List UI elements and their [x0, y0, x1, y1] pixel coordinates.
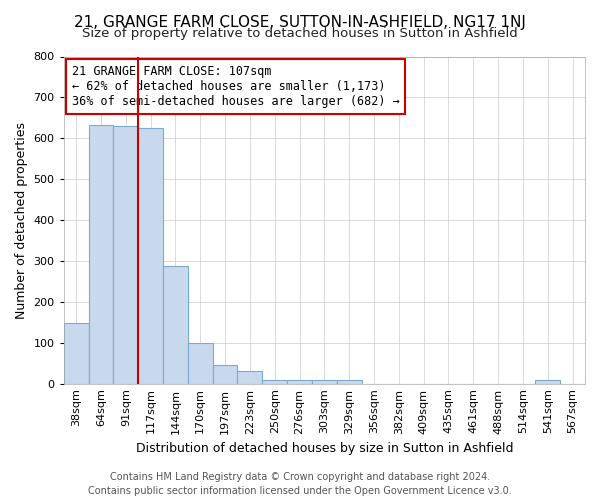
Text: Size of property relative to detached houses in Sutton in Ashfield: Size of property relative to detached ho…	[82, 28, 518, 40]
Bar	[312, 380, 337, 384]
Bar	[238, 372, 262, 384]
Bar	[212, 366, 238, 384]
Bar	[535, 380, 560, 384]
Y-axis label: Number of detached properties: Number of detached properties	[15, 122, 28, 318]
Bar	[113, 126, 138, 384]
Bar	[89, 125, 113, 384]
Bar	[138, 128, 163, 384]
Bar	[262, 380, 287, 384]
Text: 21, GRANGE FARM CLOSE, SUTTON-IN-ASHFIELD, NG17 1NJ: 21, GRANGE FARM CLOSE, SUTTON-IN-ASHFIEL…	[74, 15, 526, 30]
Bar	[337, 380, 362, 384]
X-axis label: Distribution of detached houses by size in Sutton in Ashfield: Distribution of detached houses by size …	[136, 442, 513, 455]
Bar	[64, 323, 89, 384]
Text: Contains HM Land Registry data © Crown copyright and database right 2024.
Contai: Contains HM Land Registry data © Crown c…	[88, 472, 512, 496]
Bar	[163, 266, 188, 384]
Bar	[188, 343, 212, 384]
Bar	[287, 380, 312, 384]
Text: 21 GRANGE FARM CLOSE: 107sqm
← 62% of detached houses are smaller (1,173)
36% of: 21 GRANGE FARM CLOSE: 107sqm ← 62% of de…	[71, 64, 399, 108]
